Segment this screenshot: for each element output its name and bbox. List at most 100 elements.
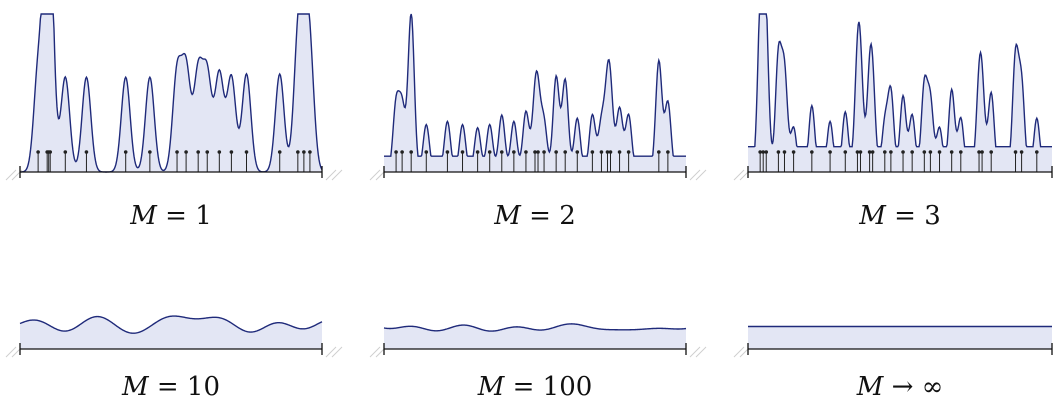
axis-hatch-mark — [5, 346, 17, 358]
axis-hatch-mark — [733, 346, 745, 358]
sample-point — [910, 150, 914, 154]
sample-point — [989, 150, 993, 154]
sample-point — [487, 150, 492, 154]
sample-point — [949, 150, 954, 154]
sample-point — [590, 150, 595, 154]
caption-operator: = — [886, 201, 924, 231]
panel-caption: M → ∞ — [856, 372, 944, 402]
density-curve — [383, 323, 687, 332]
sample-point — [791, 150, 796, 154]
caption-value: 10 — [187, 372, 220, 402]
caption-variable: M — [493, 201, 522, 231]
axis-hatch-mark — [733, 169, 745, 181]
sample-point — [296, 150, 300, 154]
sample-point — [475, 150, 480, 154]
density-fill — [748, 326, 1052, 349]
sample-point — [867, 150, 872, 154]
axis-hatch-mark — [689, 169, 701, 181]
caption-variable: M — [121, 372, 150, 402]
sample-point — [810, 150, 814, 154]
sample-point — [36, 150, 40, 154]
sample-point — [901, 150, 905, 154]
sample-point — [533, 150, 537, 154]
axis-hatch-mark — [325, 169, 337, 181]
panel-caption: M = 100 — [477, 372, 593, 402]
sample-point — [599, 150, 604, 154]
panel-caption: M = 10 — [121, 372, 220, 402]
sample-point — [889, 150, 893, 154]
sample-point — [512, 150, 516, 154]
axis-hatch-mark — [331, 169, 343, 181]
sample-point — [776, 150, 781, 154]
sample-point — [657, 150, 661, 154]
caption-value: 2 — [559, 201, 576, 231]
caption-operator: = — [504, 372, 542, 402]
panel-minf: M → ∞ — [733, 325, 1053, 402]
axis-hatch-mark — [369, 346, 381, 358]
caption-variable: M — [477, 372, 506, 402]
sample-point — [244, 150, 249, 154]
sample-point — [524, 150, 528, 154]
sample-point — [148, 150, 152, 154]
axis-hatch-mark — [695, 169, 707, 181]
panel-m2: M = 2 — [369, 13, 707, 231]
panel-m100: M = 100 — [369, 323, 707, 402]
sample-point — [922, 150, 927, 154]
sample-point — [883, 150, 887, 154]
sample-point — [445, 150, 450, 154]
sample-point — [563, 150, 567, 154]
panel-caption: M = 2 — [493, 201, 576, 231]
sample-point — [123, 150, 128, 154]
sample-point — [205, 150, 210, 154]
sample-point — [626, 150, 631, 154]
density-fill — [20, 316, 322, 349]
caption-operator: = — [157, 201, 195, 231]
sample-point — [424, 150, 429, 154]
panel-m1: M = 1 — [5, 13, 343, 231]
axis-hatch-mark — [689, 346, 701, 358]
sample-point — [536, 150, 540, 154]
density-curve — [384, 13, 686, 158]
caption-variable: M — [858, 201, 887, 231]
density-curve — [748, 13, 1052, 148]
sample-point — [229, 150, 234, 154]
axis-hatch-mark — [369, 169, 381, 181]
sample-point — [400, 150, 404, 154]
density-fill — [20, 14, 322, 172]
sample-point — [758, 150, 762, 154]
sample-point — [575, 150, 580, 154]
sample-point — [761, 150, 765, 154]
sample-point — [782, 150, 787, 154]
sample-point — [277, 150, 282, 154]
sample-point — [184, 150, 188, 154]
sample-point — [605, 150, 610, 154]
sample-point — [843, 150, 848, 154]
sample-point — [63, 150, 68, 154]
panel-m3: M = 3 — [733, 13, 1053, 231]
sample-point — [1013, 150, 1018, 154]
density-fill — [384, 323, 686, 349]
sample-point — [959, 150, 963, 154]
sample-point — [764, 150, 769, 154]
caption-value: 1 — [195, 201, 212, 231]
caption-value: 3 — [924, 201, 941, 231]
caption-variable: M — [856, 372, 885, 402]
sample-point — [217, 150, 222, 154]
sample-point — [928, 150, 933, 154]
sample-point — [175, 150, 179, 154]
density-fill — [384, 14, 686, 172]
sample-point — [1035, 150, 1039, 154]
caption-operator: = — [521, 201, 559, 231]
sample-point — [308, 150, 312, 154]
sample-point — [460, 150, 465, 154]
sample-point — [617, 150, 622, 154]
sample-point — [409, 150, 413, 154]
sample-point — [48, 150, 52, 154]
density-fill — [748, 14, 1052, 172]
caption-operator: → — [883, 372, 921, 402]
caption-operator: = — [149, 372, 187, 402]
sample-point — [394, 150, 398, 154]
sample-point — [977, 150, 981, 154]
sample-point — [666, 150, 670, 154]
